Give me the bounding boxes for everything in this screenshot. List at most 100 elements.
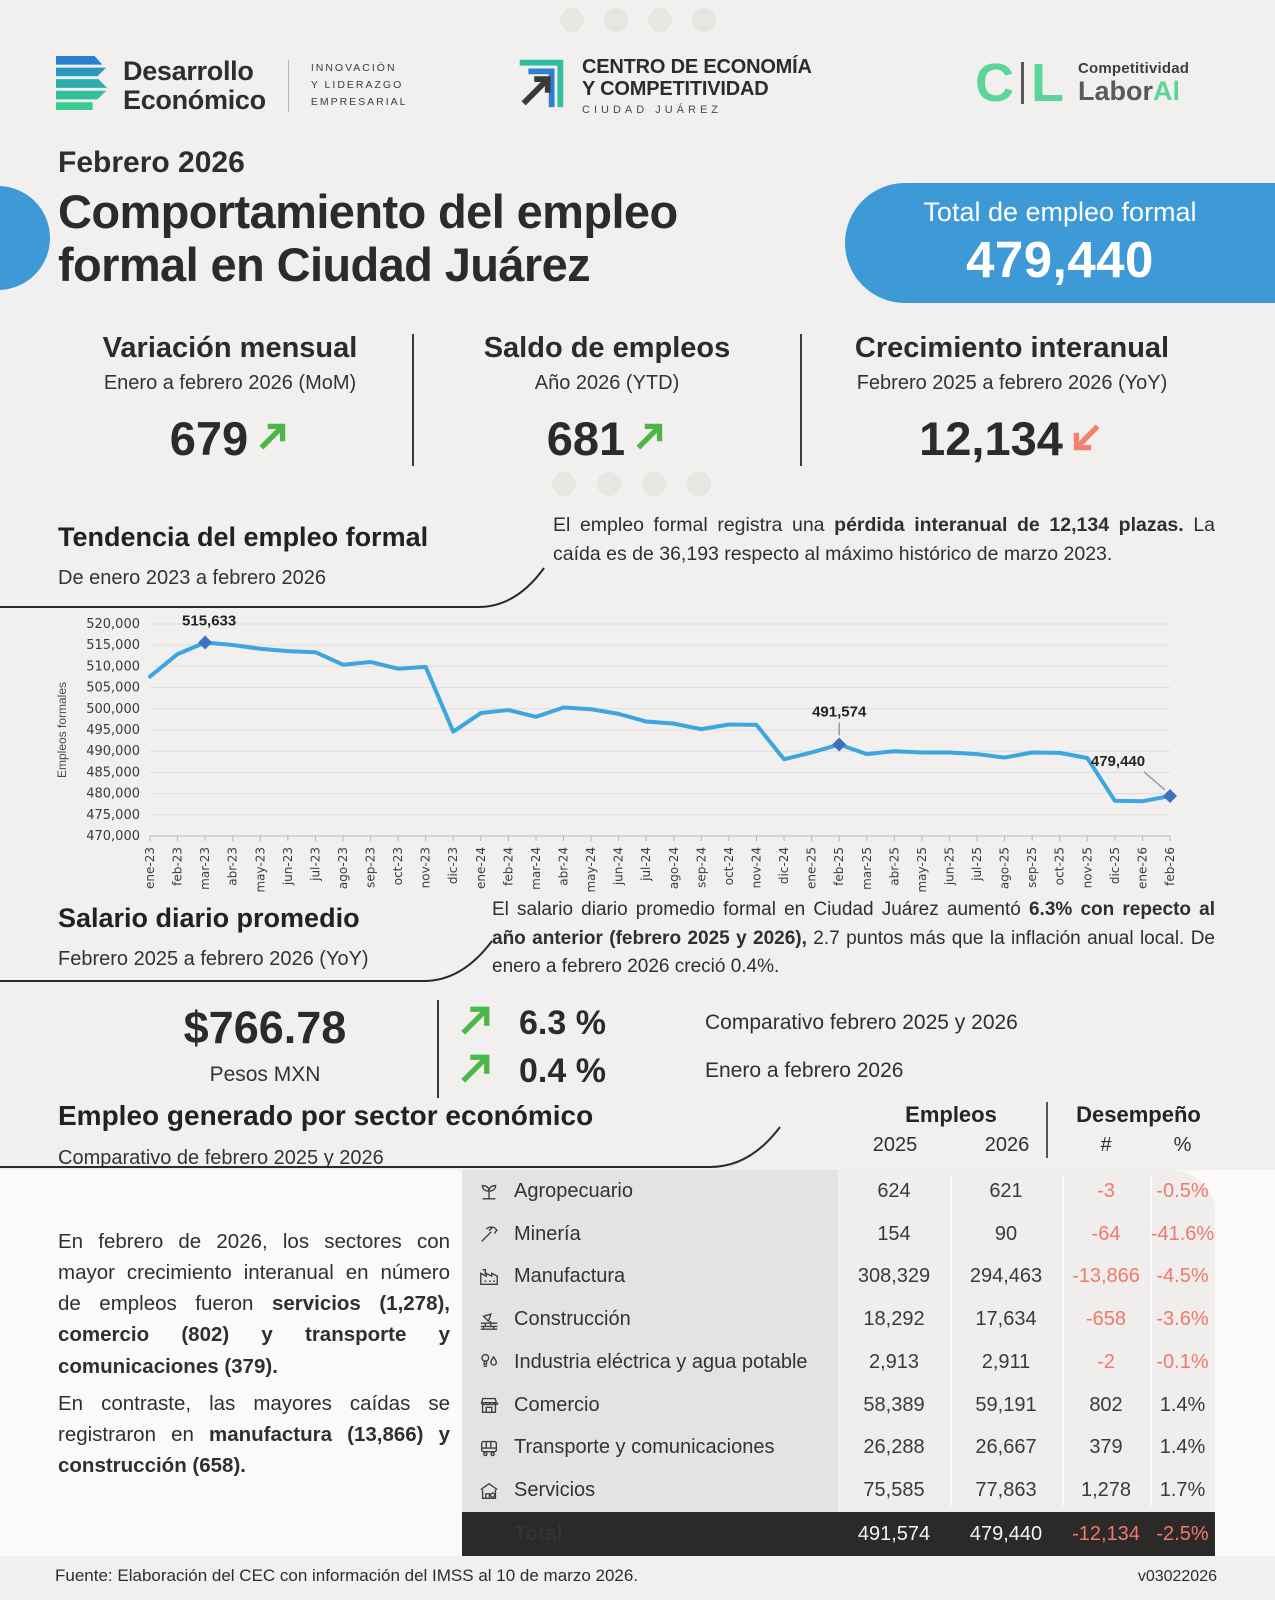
svg-text:520,000: 520,000 [86,617,140,632]
total-2026: 479,440 [969,1522,1043,1545]
svg-text:sep-23: sep-23 [364,847,378,888]
value-2025: 154 [877,1222,911,1245]
svg-text:ago-24: ago-24 [667,847,681,889]
table-row: Transporte y comunicaciones 26,288 26,667 3… [462,1427,1215,1470]
diff-value: -2 [1097,1350,1115,1373]
salary-section-title: Salario diario promedio [58,903,360,933]
salary-section-subtitle: Febrero 2025 a febrero 2026 (YoY) [58,948,369,970]
kpi-value: 679 [55,411,405,466]
down-left-arrow-icon [1069,411,1105,466]
sector-table: Agropecuario 624 621 -3 -0.5% Minería 154 90 -64… [462,1170,1215,1512]
sector-paragraph-2: En contraste, las mayores caídas se regi… [58,1392,450,1478]
svg-text:nov-23: nov-23 [419,847,433,888]
pct-value: 1.4% [1159,1393,1206,1416]
value-2025: 18,292 [863,1308,925,1331]
svg-text:505,000: 505,000 [86,681,140,696]
value-2026: 77,863 [975,1479,1037,1502]
sector-label: Servicios [514,1479,596,1502]
up-right-arrow-icon [631,411,667,466]
column-separator [950,1176,952,1506]
total-2025: 491,574 [857,1522,931,1545]
up-right-arrow-icon [455,1001,495,1046]
value-2025: 308,329 [857,1265,931,1288]
table-values-panel [838,1170,1215,1512]
cl-pipe [1021,62,1024,104]
kpi-subtitle: Enero a febrero 2026 (MoM) [103,372,357,394]
badge-label: Total de empleo formal [923,197,1197,227]
logo-right-top: Competitividad [1078,60,1190,78]
pct-value: -3.6% [1156,1308,1209,1331]
value-2025: 75,585 [863,1479,925,1502]
svg-text:nov-25: nov-25 [1080,847,1094,888]
up-right-arrow-icon [254,411,290,466]
total-diff: -12,134 [1072,1522,1140,1545]
svg-text:500,000: 500,000 [86,702,140,717]
stat-label: Comparativo febrero 2025 y 2026 [705,1011,1018,1034]
value-2025: 624 [877,1179,911,1202]
trend-section-subtitle: De enero 2023 a febrero 2026 [58,567,326,589]
kpi-value: 681 [421,411,793,466]
svg-text:jul-23: jul-23 [308,847,322,882]
svg-text:feb-25: feb-25 [832,847,846,886]
svg-text:495,000: 495,000 [86,723,140,738]
decorative-dot [552,472,576,496]
pickaxe-icon [478,1223,508,1245]
svg-text:feb-23: feb-23 [171,847,185,886]
svg-text:ene-25: ene-25 [805,847,819,889]
sector-section-title: Empleo generado por sector económico [58,1100,594,1131]
svg-text:may-23: may-23 [253,847,267,893]
col-group-empleos: Empleos [905,1102,997,1127]
salary-currency: Pesos MXN [209,1063,321,1086]
svg-text:510,000: 510,000 [86,659,140,674]
decorative-dot [597,472,621,496]
decorative-dot [604,8,628,32]
salary-amount-block: $766.78 Pesos MXN [120,1002,410,1087]
table-row: Comercio 58,389 59,191 802 1.4% [462,1384,1215,1427]
svg-text:dic-23: dic-23 [446,847,460,884]
value-2025: 58,389 [863,1393,925,1416]
table-row: Industria eléctrica y agua potable 2,913 2… [462,1341,1215,1384]
decorative-blue-circle [0,186,50,290]
sector-label: Industria eléctrica y agua potable [514,1350,808,1373]
kpi-saldo-empleos: Saldo de empleos Año 2026 (YTD) 681 [421,332,793,466]
kpi-divider [800,334,802,466]
table-row: Agropecuario 624 621 -3 -0.5% [462,1170,1215,1213]
table-row: Construcción 18,292 17,634 -658 -3.6% [462,1298,1215,1341]
svg-text:oct-23: oct-23 [391,847,405,885]
salary-paragraph: El salario diario promedio formal en Ciu… [492,899,1215,977]
pct-value: 1.7% [1159,1479,1206,1502]
bulb-drop-icon [478,1351,508,1373]
total-label: Total [514,1522,563,1545]
svg-text:515,633: 515,633 [182,613,236,630]
building-icon [478,1480,508,1502]
table-row: Minería 154 90 -64 -41.6% [462,1213,1215,1256]
stat-label: Enero a febrero 2026 [705,1059,904,1082]
svg-text:jul-25: jul-25 [970,847,984,882]
svg-text:485,000: 485,000 [86,765,140,780]
svg-text:jul-24: jul-24 [639,847,653,882]
svg-text:feb-26: feb-26 [1163,847,1177,886]
kpi-crecimiento-interanual: Crecimiento interanual Febrero 2025 a fe… [809,332,1215,466]
svg-text:jun-23: jun-23 [281,847,295,886]
kpi-subtitle: Año 2026 (YTD) [534,372,680,394]
svg-text:Empleos formales: Empleos formales [55,682,69,778]
svg-text:oct-24: oct-24 [722,847,736,885]
sector-label: Construcción [514,1308,631,1331]
logo-competitividad-laboral: C L Competitividad LaborAl [975,56,1189,110]
value-2026: 2,911 [981,1350,1031,1373]
svg-text:479,440: 479,440 [1091,753,1145,770]
diff-value: 379 [1089,1436,1123,1459]
bricks-icon [478,1309,508,1331]
svg-text:may-25: may-25 [915,847,929,893]
svg-text:sep-24: sep-24 [694,847,708,888]
diff-value: -13,866 [1072,1265,1140,1288]
value-2026: 90 [994,1222,1018,1245]
kpi-title: Variación mensual [102,332,358,364]
badge-value: 479,440 [966,231,1154,288]
pct-value: 1.4% [1159,1436,1206,1459]
desarrollo-economico-icon [55,56,111,115]
decorative-dot [648,8,672,32]
kpi-value: 12,134 [809,411,1215,466]
svg-text:470,000: 470,000 [86,829,140,844]
column-separator [1150,1176,1152,1506]
